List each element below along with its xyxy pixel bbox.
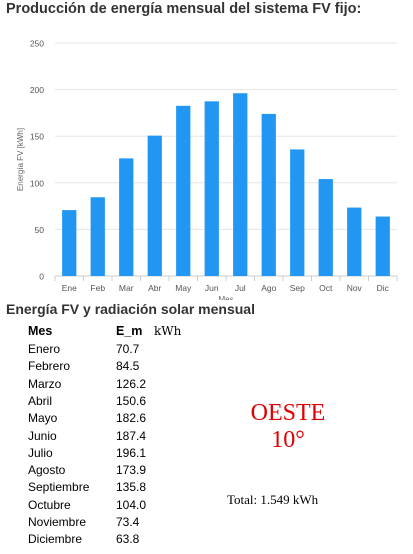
y-tick-label: 250 — [30, 39, 44, 49]
table-cell-value: 63.8 — [116, 532, 140, 547]
bar — [176, 105, 191, 276]
table-cell-month: Octubre — [28, 497, 71, 512]
x-tick-label: May — [175, 283, 192, 293]
x-axis-title: Mes — [218, 295, 233, 300]
total-energy: Total: 1.549 kWh — [227, 492, 319, 507]
table-cell-value: 173.9 — [116, 463, 147, 478]
table-cell-value: 187.4 — [116, 428, 147, 443]
unit-label: kWh — [154, 324, 182, 338]
bar — [119, 158, 134, 276]
x-tick-label: Mar — [119, 283, 134, 293]
table-cell-month: Febrero — [28, 359, 71, 374]
table-cell-month: Abril — [28, 393, 53, 408]
table-cell-value: 135.8 — [116, 480, 147, 495]
x-tick-label: Ene — [62, 283, 77, 293]
table-cell-month: Enero — [28, 342, 61, 356]
y-axis-title: Energía FV [kWh] — [16, 128, 25, 191]
y-tick-label: 0 — [39, 272, 44, 282]
bar-chart: 0 50 100 150 200 250 Ene Feb Mar Abr May Jun Jul Ago S… — [16, 39, 398, 300]
bar — [290, 149, 305, 276]
table-cell-value: 126.2 — [116, 376, 147, 391]
table-cell-value: 196.1 — [116, 445, 147, 460]
x-tick-label: Feb — [90, 283, 105, 293]
table-cell-month: Julio — [28, 445, 53, 460]
table-cell-value: 150.6 — [116, 393, 147, 408]
bar — [375, 216, 390, 276]
col-header-value: E_m — [116, 324, 143, 338]
table-cell-month: Septiembre — [28, 480, 90, 495]
bar — [204, 101, 219, 276]
table-cell-month: Diciembre — [28, 532, 83, 547]
col-header-month: Mes — [28, 324, 53, 338]
x-tick-label: Sep — [290, 283, 305, 293]
table-cell-month: Junio — [28, 428, 57, 443]
table-cell-value: 84.5 — [116, 359, 140, 374]
table-title: Energía FV y radiación solar mensual — [6, 301, 255, 317]
table-cell-value: 70.7 — [116, 342, 140, 356]
bar — [261, 113, 276, 276]
y-tick-label: 200 — [30, 85, 44, 95]
chart-title: Producción de energía mensual del sistem… — [6, 1, 362, 17]
y-tick-label: 50 — [35, 225, 45, 235]
tilt-angle-label: 10° — [271, 427, 305, 453]
bar — [62, 210, 77, 276]
x-tick-label: Abr — [148, 283, 161, 293]
table-cell-month: Noviembre — [28, 515, 87, 529]
x-tick-label: Jul — [235, 283, 246, 293]
y-tick-label: 100 — [30, 178, 44, 188]
orientation-label: OESTE — [250, 400, 326, 426]
x-tick-label: Oct — [319, 283, 333, 293]
x-tick-label: Nov — [347, 283, 363, 293]
table-cell-value: 182.6 — [116, 411, 147, 426]
table-cell-month: Marzo — [28, 376, 62, 391]
bar — [90, 197, 105, 276]
x-tick-label: Dic — [377, 283, 390, 293]
x-tick-label: Jun — [205, 283, 219, 293]
bar — [147, 135, 162, 276]
bar — [347, 207, 362, 276]
bar — [318, 179, 333, 276]
y-tick-label: 150 — [30, 132, 44, 142]
table-cell-value: 104.0 — [116, 497, 147, 512]
table-cell-month: Agosto — [28, 463, 66, 478]
orientation-annotation: OESTE 10° — [220, 400, 356, 454]
bar — [233, 93, 248, 276]
table-cell-value: 73.4 — [116, 515, 140, 529]
x-tick-label: Ago — [261, 283, 276, 293]
table-cell-month: Mayo — [28, 411, 58, 426]
